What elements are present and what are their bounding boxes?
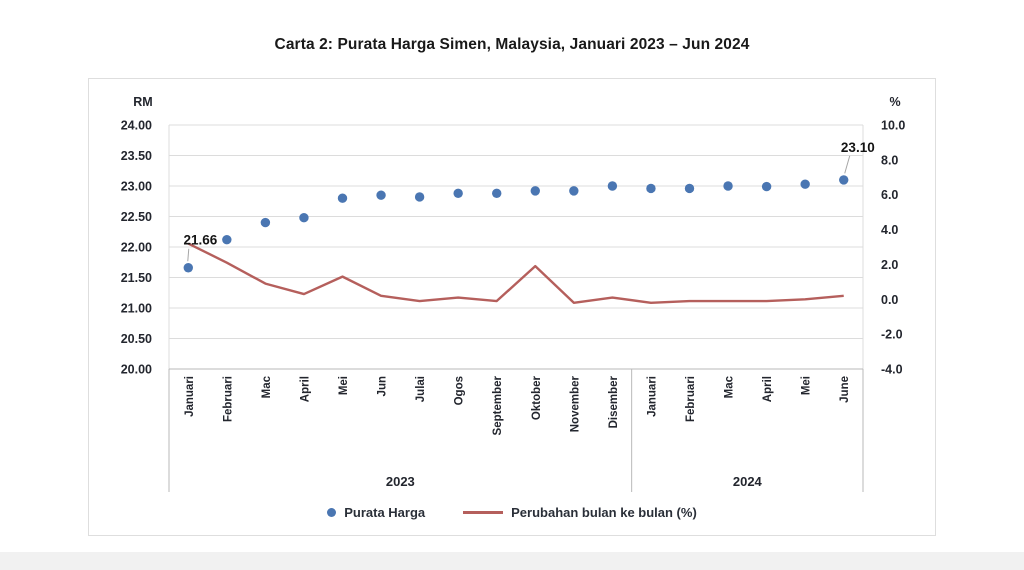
legend-label-purata-harga: Purata Harga: [344, 504, 426, 520]
month-label: June: [839, 376, 851, 403]
left-axis-tick: 21.50: [121, 271, 152, 285]
month-label: September: [492, 375, 504, 435]
series-purata-harga-point: [607, 181, 618, 191]
month-label: Mei: [338, 376, 350, 395]
page-bottom-band: [0, 552, 1024, 570]
month-label: Disember: [608, 375, 620, 428]
month-label: Mac: [261, 375, 273, 398]
series-perubahan-line: [187, 242, 844, 304]
annotation-leader-line: [187, 248, 190, 262]
series-purata-harga-point: [337, 193, 348, 203]
month-label: Januari: [184, 376, 196, 417]
series-purata-harga-point: [453, 188, 463, 199]
series-purata-harga-point: [183, 263, 193, 273]
month-label: April: [762, 376, 774, 402]
right-axis-tick: 8.0: [881, 153, 898, 167]
right-axis-unit-label: %: [889, 95, 900, 109]
left-axis-unit-label: RM: [133, 95, 152, 109]
annotation-leader-line: [844, 155, 851, 174]
month-label: Oktober: [531, 375, 543, 420]
left-axis-tick: 23.50: [121, 149, 152, 163]
month-label: Februari: [222, 376, 234, 422]
left-axis-tick: 22.00: [121, 241, 152, 255]
right-axis-tick: 0.0: [881, 293, 898, 307]
legend-item-purata-harga: Purata Harga: [327, 505, 425, 520]
month-label: Mei: [801, 376, 813, 395]
month-label: Januari: [646, 376, 658, 417]
series-purata-harga-point: [414, 192, 425, 202]
left-axis-tick: 24.00: [121, 119, 152, 133]
left-axis-tick: 20.50: [121, 332, 152, 346]
legend-line-marker: [463, 510, 504, 514]
annotation-value: 23.10: [841, 140, 875, 155]
annotation-value: 21.66: [183, 233, 217, 248]
right-axis-tick: 10.0: [881, 119, 905, 133]
month-label: Februari: [685, 376, 697, 422]
series-purata-harga-point: [800, 179, 810, 189]
year-label: 2024: [733, 474, 763, 489]
left-axis-tick: 22.50: [121, 210, 152, 224]
right-axis-tick: 2.0: [881, 258, 898, 272]
series-purata-harga-point: [684, 183, 695, 194]
series-purata-harga-point: [839, 175, 849, 185]
series-purata-harga-point: [646, 183, 656, 194]
chart-card: 24.00 23.50 23.00 22.50 22.00 21.50 21.00 20.50…: [88, 78, 936, 536]
month-label: Mac: [724, 375, 736, 398]
series-purata-harga-point: [492, 188, 502, 199]
legend-dot-marker: [327, 507, 337, 517]
left-axis-tick: 21.00: [121, 302, 152, 316]
month-label: Julai: [415, 376, 427, 402]
right-axis-tick: -2.0: [881, 328, 903, 342]
series-purata-harga-point: [723, 181, 733, 191]
month-label: November: [569, 375, 581, 432]
left-axis-tick: 23.00: [121, 180, 152, 194]
series-purata-harga-point: [376, 190, 386, 200]
series-purata-harga-point: [260, 217, 271, 228]
legend-label-perubahan: Perubahan bulan ke bulan (%): [511, 504, 697, 520]
series-purata-harga-point: [569, 186, 579, 196]
chart-plot-area: 24.00 23.50 23.00 22.50 22.00 21.50 21.00 20.50…: [121, 95, 905, 492]
series-purata-harga-point: [761, 181, 772, 192]
right-axis-tick: 4.0: [881, 223, 898, 237]
right-axis-tick: -4.0: [881, 363, 903, 377]
legend-item-perubahan: Perubahan bulan ke bulan (%): [463, 505, 697, 520]
series-purata-harga-point: [530, 186, 540, 196]
month-label: Ogos: [454, 376, 466, 405]
right-axis-tick: 6.0: [881, 188, 898, 202]
month-label: April: [299, 376, 311, 402]
month-label: Jun: [377, 376, 389, 396]
series-purata-harga-point: [299, 213, 309, 223]
series-purata-harga-point: [222, 234, 232, 245]
year-label: 2023: [386, 474, 415, 489]
left-axis-tick: 20.00: [121, 363, 152, 377]
chart-title: Carta 2: Purata Harga Simen, Malaysia, J…: [274, 36, 750, 53]
chart-legend: Purata Harga Perubahan bulan ke bulan (%…: [89, 502, 935, 522]
